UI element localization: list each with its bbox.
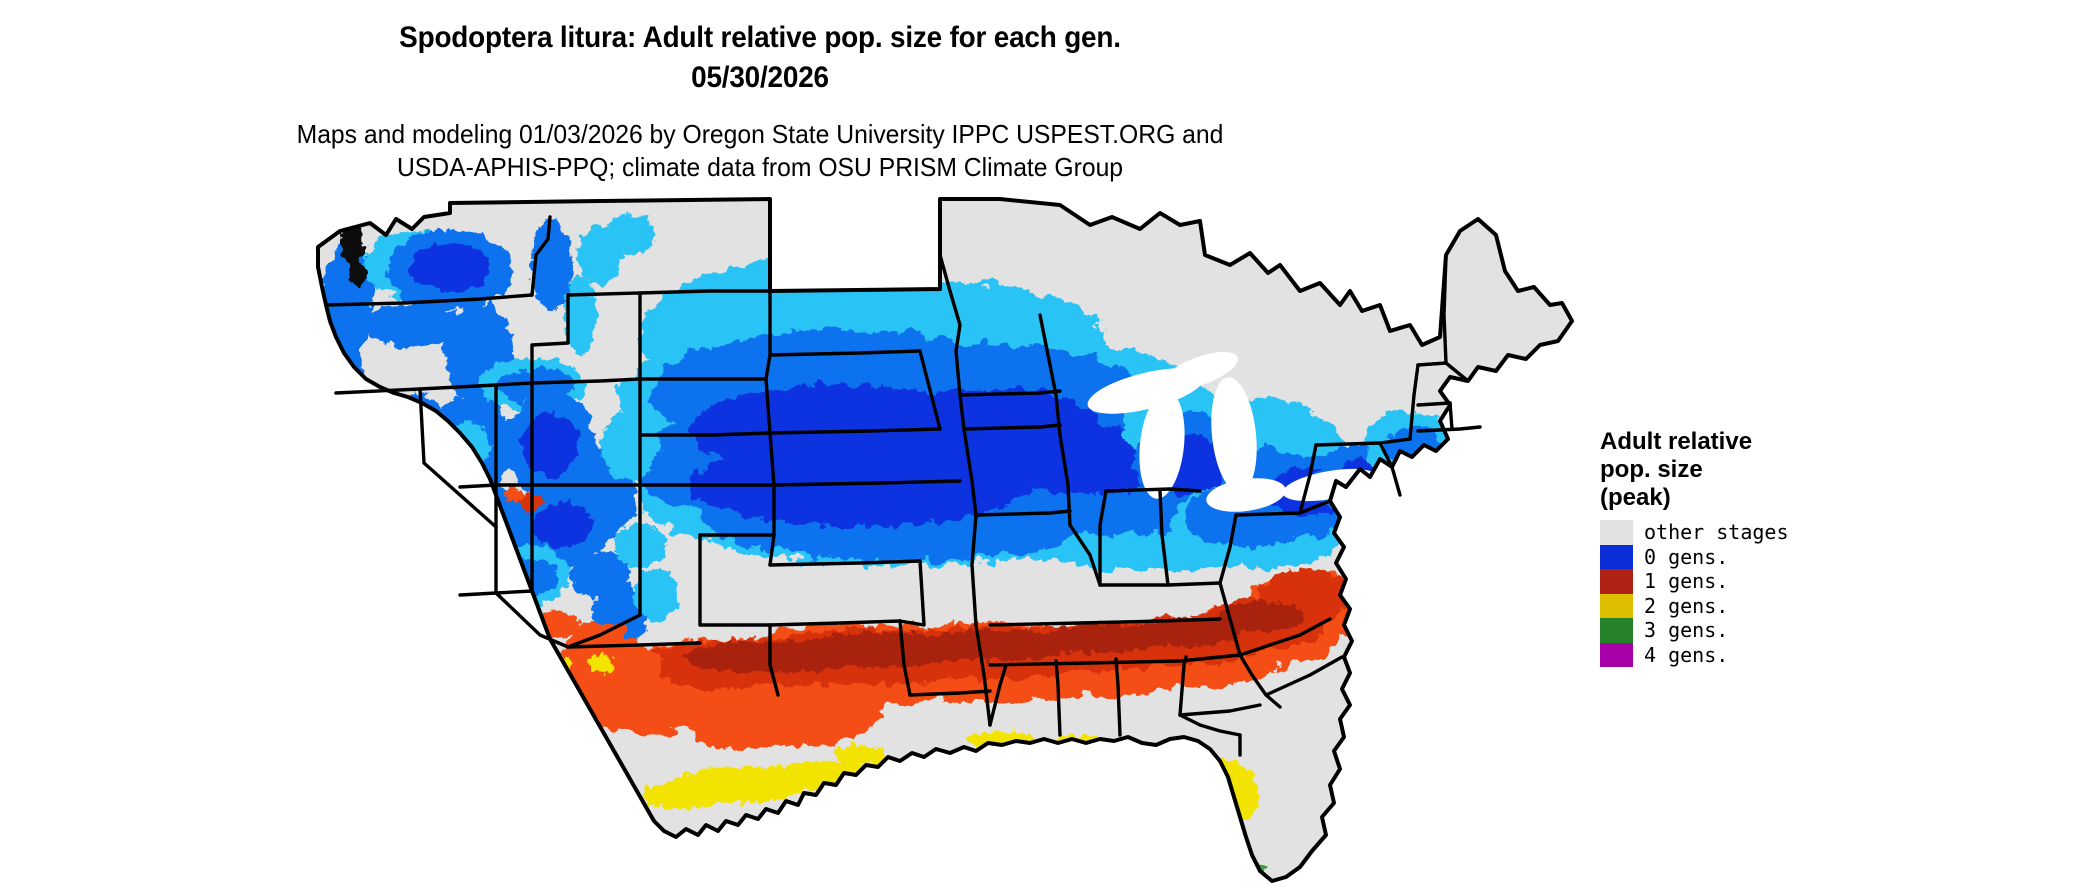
legend-swatch <box>1600 569 1633 594</box>
subtitle-line-1: Maps and modeling 01/03/2026 by Oregon S… <box>296 119 1224 149</box>
legend-swatch <box>1600 618 1633 643</box>
legend-entry: 2 gens. <box>1600 593 1860 618</box>
legend-entry: 4 gens. <box>1600 642 1860 667</box>
legend-entry: 3 gens. <box>1600 618 1860 643</box>
us-choropleth-map <box>300 195 1600 885</box>
legend-title-line-3: (peak) <box>1600 484 1671 511</box>
legend-label: 3 gens. <box>1644 618 1729 642</box>
legend-swatch <box>1600 520 1633 545</box>
legend-title-line-2: pop. size <box>1600 456 1703 483</box>
legend-label: 1 gens. <box>1644 569 1729 593</box>
map-boundaries <box>316 197 1574 883</box>
legend-label: other stages <box>1644 520 1789 544</box>
legend-swatch <box>1600 642 1633 667</box>
legend-entry: 1 gens. <box>1600 569 1860 594</box>
map-svg <box>316 197 1574 883</box>
great-lakes <box>1087 352 1378 512</box>
legend-swatch <box>1600 544 1633 569</box>
legend-label: 4 gens. <box>1644 642 1729 667</box>
legend-title-line-1: Adult relative <box>1600 428 1753 455</box>
legend-label: 0 gens. <box>1644 544 1729 569</box>
zone-1-gens-red <box>380 487 1370 751</box>
figure-subtitle: Maps and modeling 01/03/2026 by Oregon S… <box>0 118 1520 184</box>
figure-title: Spodoptera litura: Adult relative pop. s… <box>0 18 1520 98</box>
map-legend: Adult relative pop. size (peak) other st… <box>1600 428 1860 667</box>
legend-label: 2 gens. <box>1644 593 1729 618</box>
title-line-1: Spodoptera litura: Adult relative pop. s… <box>399 21 1121 54</box>
legend-entry: 0 gens. <box>1600 544 1860 569</box>
title-line-2: 05/30/2026 <box>691 61 829 94</box>
legend-swatch <box>1600 593 1633 618</box>
zone-0-gens-blue <box>322 215 1531 645</box>
legend-entry: other stages <box>1600 520 1860 545</box>
subtitle-line-2: USDA-APHIS-PPQ; climate data from OSU PR… <box>396 152 1124 182</box>
legend-entry-list: other stages 0 gens. 1 gens. 2 gens. 3 gens.… <box>1600 520 1860 667</box>
